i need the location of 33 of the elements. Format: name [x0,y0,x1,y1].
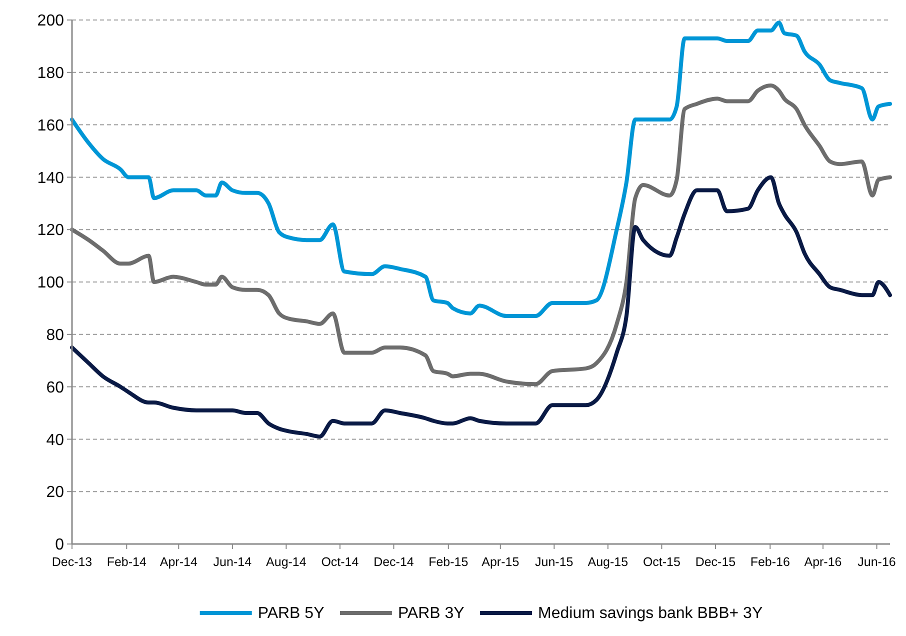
x-tick-label: Aug-14 [266,555,306,569]
x-tick-label: Apr-15 [482,555,520,569]
line-series [70,84,892,386]
y-tick-label: 20 [46,484,64,502]
y-tick-label: 60 [46,379,64,396]
x-tick-label: Dec-13 [52,555,92,569]
y-tick-label: 180 [37,65,64,82]
legend-label: Medium savings bank BBB+ 3Y [538,605,763,622]
x-tick-label: Jun-14 [213,555,252,569]
x-tick-label: Jun-16 [858,555,896,569]
x-tick-label: Dec-14 [374,555,414,569]
y-tick-label: 0 [55,536,64,554]
legend-label: PARB 3Y [398,605,465,622]
x-tick-label: Oct-14 [321,555,359,569]
y-tick-label: 100 [37,274,64,292]
y-tick-label: 40 [46,432,64,449]
y-tick-label: 160 [37,117,64,134]
legend-label: PARB 5Y [258,605,325,622]
line-series [70,20,892,318]
y-tick-label: 200 [37,12,64,30]
x-tick-label: Feb-16 [750,555,790,569]
x-tick-label: Oct-15 [642,555,681,569]
x-tick-label: Apr-16 [804,555,842,569]
y-tick-label: 120 [37,222,64,240]
x-tick-label: Apr-14 [160,555,198,569]
x-tick-label: Jun-15 [535,555,574,569]
x-tick-label: Feb-14 [106,555,146,569]
line-series [70,175,892,439]
y-tick-label: 80 [46,327,64,344]
y-tick-label: 140 [37,170,64,187]
x-tick-label: Dec-15 [695,555,736,569]
x-tick-label: Aug-15 [588,555,628,569]
x-tick-label: Feb-15 [428,555,468,569]
